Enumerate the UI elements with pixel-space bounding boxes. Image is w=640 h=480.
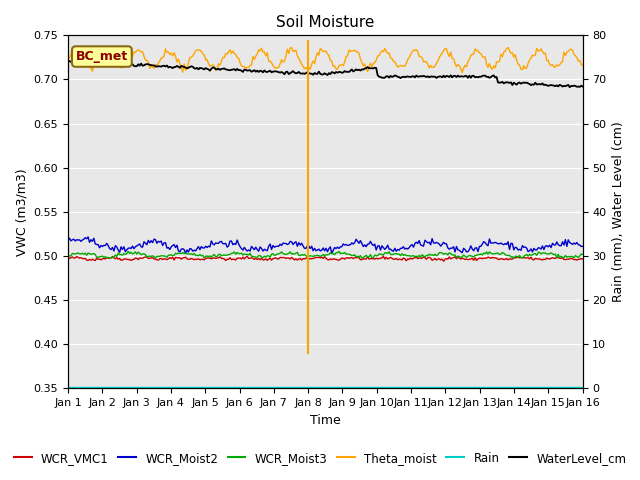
Y-axis label: VWC (m3/m3): VWC (m3/m3) bbox=[15, 168, 28, 256]
Y-axis label: Rain (mm), Water Level (cm): Rain (mm), Water Level (cm) bbox=[612, 121, 625, 302]
Text: BC_met: BC_met bbox=[76, 50, 128, 63]
Legend: WCR_VMC1, WCR_Moist2, WCR_Moist3, Theta_moist, Rain, WaterLevel_cm: WCR_VMC1, WCR_Moist2, WCR_Moist3, Theta_… bbox=[9, 447, 631, 469]
X-axis label: Time: Time bbox=[310, 414, 340, 427]
Title: Soil Moisture: Soil Moisture bbox=[276, 15, 374, 30]
